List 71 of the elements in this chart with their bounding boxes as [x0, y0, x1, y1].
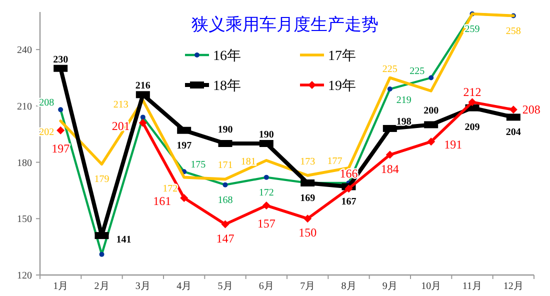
- point: [262, 201, 270, 210]
- data-label: 197: [176, 140, 192, 152]
- point: [344, 184, 353, 193]
- data-label: 150: [298, 226, 317, 240]
- data-label: 213: [113, 99, 128, 110]
- legend-label: 17年: [328, 48, 356, 64]
- data-label: 225: [382, 64, 398, 75]
- x-tick-label: 7月: [300, 281, 316, 292]
- point: [386, 150, 394, 159]
- y-tick-label: 120: [17, 270, 32, 282]
- data-label: 141: [116, 234, 132, 246]
- data-label: 168: [218, 194, 233, 206]
- data-label: 212: [463, 85, 482, 100]
- data-label: 202: [39, 126, 54, 138]
- data-label: 173: [300, 156, 316, 168]
- data-label: 172: [258, 187, 274, 198]
- x-tick-label: 2月: [94, 281, 110, 292]
- y-tick-label: 210: [17, 101, 32, 112]
- data-label: 225: [410, 66, 425, 77]
- data-label: 208: [522, 102, 540, 117]
- x-tick-label: 11月: [462, 281, 482, 292]
- point: [509, 106, 518, 114]
- legend-label: 16年: [213, 48, 241, 64]
- chart-title: 狭义乘用车月度生产走势: [192, 15, 378, 35]
- data-label: 147: [216, 231, 234, 246]
- data-label: 171: [218, 160, 233, 172]
- data-label: 179: [94, 174, 110, 186]
- data-label: 259: [464, 24, 480, 35]
- x-tick-label: 4月: [176, 281, 192, 292]
- y-tick-label: 180: [17, 158, 32, 169]
- x-tick-label: 8月: [341, 281, 356, 292]
- data-label: 258: [506, 26, 521, 37]
- x-tick-label: 1月: [53, 281, 68, 292]
- data-label: 190: [258, 130, 274, 140]
- data-label: 172: [162, 183, 178, 194]
- x-tick-label: 5月: [218, 281, 233, 292]
- point: [180, 194, 188, 202]
- y-tick-label: 150: [17, 214, 32, 226]
- data-label: 198: [396, 116, 412, 128]
- data-label: 167: [341, 196, 356, 208]
- point: [56, 126, 65, 134]
- legend-label: 19年: [328, 78, 356, 94]
- x-tick-label: 10月: [421, 281, 442, 292]
- point: [138, 118, 147, 127]
- y-tick-label: 240: [17, 45, 32, 56]
- data-label: 191: [444, 138, 462, 152]
- data-label: 169: [300, 192, 316, 204]
- data-label: 204: [506, 127, 521, 138]
- data-label: 175: [190, 160, 206, 171]
- data-label: 177: [327, 156, 342, 167]
- data-label: 184: [380, 162, 399, 176]
- data-label: 208: [39, 98, 54, 109]
- data-label: 157: [257, 216, 276, 230]
- point: [468, 98, 476, 106]
- data-label: 197: [52, 141, 70, 156]
- legend-label: 18年: [213, 78, 241, 94]
- point: [427, 138, 436, 146]
- x-tick-label: 9月: [382, 281, 398, 292]
- data-label: 209: [464, 122, 480, 133]
- point: [221, 220, 230, 228]
- data-label: 200: [424, 106, 439, 117]
- x-tick-label: 6月: [258, 281, 274, 292]
- data-label: 230: [53, 54, 68, 66]
- point: [304, 214, 312, 223]
- data-label: 190: [218, 124, 233, 136]
- data-label: 216: [135, 80, 150, 92]
- x-tick-label: 3月: [135, 281, 150, 292]
- x-tick-label: 12月: [503, 281, 524, 292]
- data-label: 161: [153, 194, 172, 208]
- data-label: 219: [396, 95, 412, 106]
- data-label: 181: [240, 156, 256, 168]
